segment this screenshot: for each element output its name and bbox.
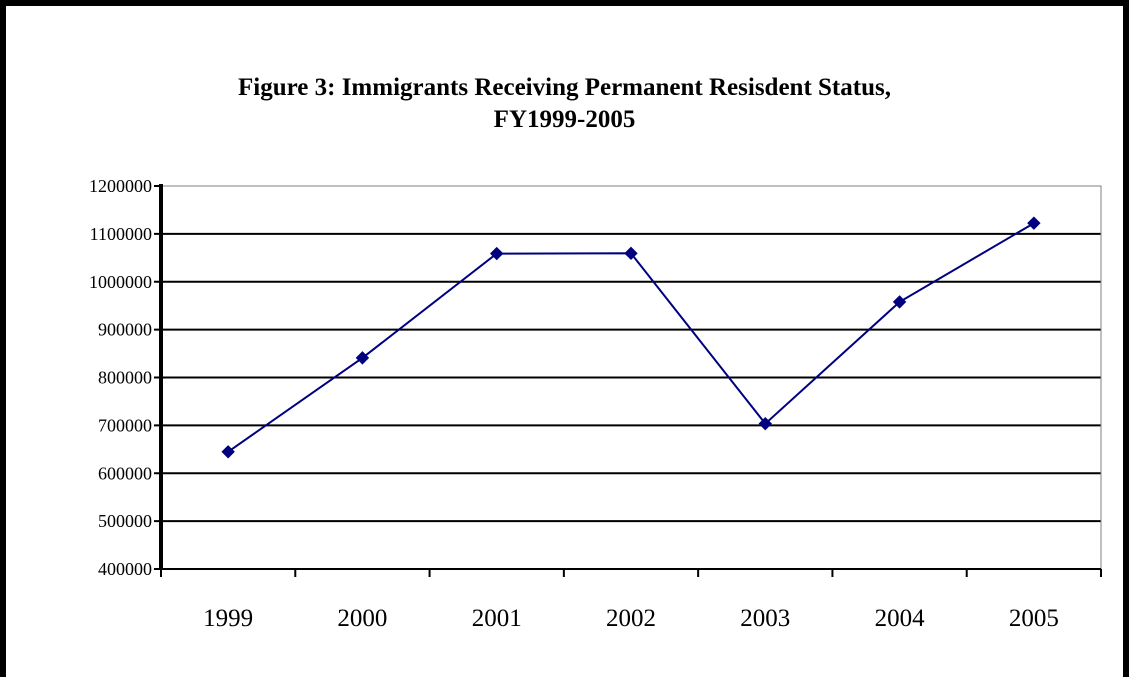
series-markers <box>221 216 1041 459</box>
chart-title-line2: FY1999-2005 <box>493 106 636 133</box>
data-point-marker <box>624 246 638 261</box>
data-point-marker <box>355 351 370 365</box>
x-tick-label: 1999 <box>203 605 253 632</box>
x-tick-label: 2003 <box>740 605 790 632</box>
y-tick-label: 500000 <box>98 511 152 531</box>
x-tick-label: 2005 <box>1009 605 1059 632</box>
y-tick-label: 600000 <box>98 463 152 483</box>
chart-title: Figure 3: Immigrants Receiving Permanent… <box>0 72 1129 136</box>
x-axis-tick-labels: 1999 2000 2001 2002 2003 2004 2005 <box>203 605 1059 632</box>
x-tick-label: 2002 <box>606 605 656 632</box>
data-point-marker <box>490 246 504 261</box>
data-point-marker <box>1027 216 1041 230</box>
y-axis-tick-labels: 400000 500000 600000 700000 800000 900000 1000… <box>89 176 152 579</box>
axes <box>154 184 1102 577</box>
data-point-marker <box>758 416 772 431</box>
y-tick-label: 400000 <box>98 559 152 579</box>
y-tick-label: 800000 <box>98 368 152 388</box>
data-point-marker <box>892 295 907 309</box>
x-tick-label: 2001 <box>472 605 522 632</box>
y-tick-label: 1200000 <box>89 176 152 196</box>
y-tick-label: 700000 <box>98 415 152 435</box>
data-point-marker <box>221 445 235 459</box>
x-tick-label: 2000 <box>337 605 387 632</box>
y-tick-label: 1100000 <box>90 224 152 244</box>
x-tick-label: 2004 <box>875 605 926 632</box>
chart-title-line1: Figure 3: Immigrants Receiving Permanent… <box>238 74 891 101</box>
y-tick-label: 1000000 <box>89 272 152 292</box>
y-tick-label: 900000 <box>98 320 152 340</box>
gridlines <box>161 232 1101 523</box>
